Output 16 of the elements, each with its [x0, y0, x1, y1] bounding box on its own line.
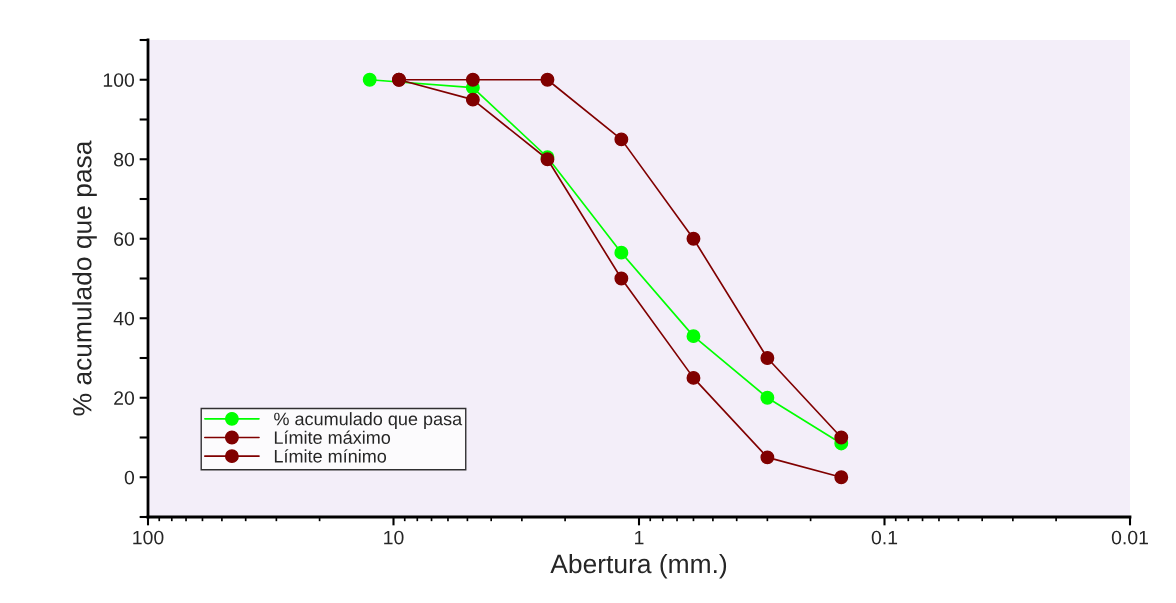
legend-label: Límite mínimo — [274, 449, 387, 463]
x-tick-label: 10 — [384, 530, 404, 545]
legend-label: % acumulado que pasa — [274, 412, 463, 429]
y-axis-title: % acumulado que pasa — [72, 140, 97, 416]
x-tick-label: 1 — [635, 530, 644, 545]
y-tick-label: 40 — [113, 311, 135, 326]
y-tick-label: 80 — [114, 152, 135, 167]
legend-label: Límite máximo — [274, 430, 391, 444]
x-tick-label: 0.1 — [871, 530, 898, 545]
y-tick-label: 0 — [124, 470, 135, 485]
x-tick-label: 100 — [133, 530, 164, 545]
x-axis-title: Abertura (mm.) — [550, 553, 727, 579]
y-tick-label: 100 — [103, 73, 135, 87]
x-tick-label: 0.01 — [1111, 530, 1148, 545]
y-tick-label: 20 — [114, 391, 135, 405]
y-tick-label: 60 — [114, 232, 135, 246]
